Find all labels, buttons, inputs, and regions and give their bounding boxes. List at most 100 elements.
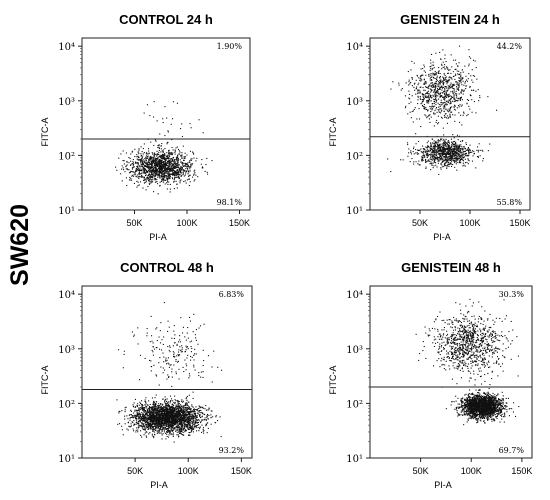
event-dot xyxy=(160,145,162,147)
event-dot xyxy=(452,159,454,161)
event-dot xyxy=(191,164,193,166)
event-dot xyxy=(182,401,184,403)
event-dot xyxy=(417,149,419,151)
event-dot xyxy=(118,157,120,159)
event-dot xyxy=(146,165,148,167)
event-dot xyxy=(150,155,152,157)
event-dot xyxy=(155,160,157,162)
event-dot xyxy=(137,403,139,405)
event-dot xyxy=(190,426,192,428)
event-dot xyxy=(455,157,457,159)
event-dot xyxy=(168,426,170,428)
event-dot xyxy=(438,82,440,84)
event-dot xyxy=(459,121,461,123)
event-dot xyxy=(455,59,457,61)
event-dot xyxy=(449,108,451,110)
event-dot xyxy=(145,418,147,420)
event-dot xyxy=(141,413,143,415)
event-dot xyxy=(456,83,458,85)
event-dot xyxy=(407,155,409,157)
event-dot xyxy=(193,180,195,182)
event-dot xyxy=(420,86,422,88)
event-dot xyxy=(159,185,161,187)
event-dot xyxy=(461,124,463,126)
event-dot xyxy=(200,163,202,165)
event-dot xyxy=(443,144,445,146)
event-dot xyxy=(404,107,406,109)
event-dot xyxy=(162,167,164,169)
event-dot xyxy=(145,401,147,403)
event-dot xyxy=(439,154,441,156)
event-dot xyxy=(444,140,446,142)
event-dot xyxy=(458,162,460,164)
event-dot xyxy=(159,408,161,410)
event-dot xyxy=(174,421,176,423)
event-dot xyxy=(165,428,167,430)
event-dot xyxy=(408,93,410,95)
event-dot xyxy=(179,418,181,420)
event-dot xyxy=(132,161,134,163)
event-dot xyxy=(142,159,144,161)
event-dot xyxy=(143,170,145,172)
event-dot xyxy=(170,173,172,175)
event-dot xyxy=(173,407,175,409)
event-dot xyxy=(188,412,190,414)
event-dot xyxy=(146,156,148,158)
event-dot xyxy=(428,102,430,104)
event-dot xyxy=(149,168,151,170)
event-dot xyxy=(426,102,428,104)
event-dot xyxy=(169,409,171,411)
event-dot xyxy=(151,435,153,437)
event-dot xyxy=(444,140,446,142)
event-dot xyxy=(172,416,174,418)
event-dot xyxy=(170,166,172,168)
event-dot xyxy=(169,426,171,428)
event-dot xyxy=(432,108,434,110)
event-dot xyxy=(439,158,441,160)
event-dot xyxy=(436,99,438,101)
event-dot xyxy=(135,170,137,172)
event-dot xyxy=(192,421,194,423)
event-dot xyxy=(422,155,424,157)
event-dot xyxy=(181,152,183,154)
event-dot xyxy=(461,158,463,160)
event-dot xyxy=(432,105,434,107)
event-dot xyxy=(150,163,152,165)
event-dot xyxy=(159,165,161,167)
event-dot xyxy=(160,151,162,153)
event-dot xyxy=(435,101,437,103)
event-dot xyxy=(454,148,456,150)
event-dot xyxy=(186,179,188,181)
event-dot xyxy=(422,74,424,76)
event-dot xyxy=(444,153,446,155)
event-dot xyxy=(174,171,176,173)
event-dot xyxy=(460,155,462,157)
event-dot xyxy=(185,411,187,413)
event-dot xyxy=(441,87,443,89)
event-dot xyxy=(455,90,457,92)
event-dot xyxy=(432,91,434,93)
event-dot xyxy=(142,420,144,422)
event-dot xyxy=(424,81,426,83)
event-dot xyxy=(148,161,150,163)
event-dot xyxy=(187,162,189,164)
event-dot xyxy=(425,158,427,160)
event-dot xyxy=(176,172,178,174)
event-dot xyxy=(164,153,166,155)
x-axis-label: PI-A xyxy=(433,232,451,242)
event-dot xyxy=(453,149,455,151)
event-dot xyxy=(156,428,158,430)
event-dot xyxy=(179,412,181,414)
event-dot xyxy=(163,167,165,169)
event-dot xyxy=(425,161,427,163)
event-dot xyxy=(155,421,157,423)
event-dot xyxy=(387,158,389,160)
event-dot xyxy=(174,395,176,397)
event-dot xyxy=(129,417,131,419)
event-dot xyxy=(154,416,156,418)
event-dot xyxy=(472,59,474,61)
event-dot xyxy=(440,85,442,87)
event-dot xyxy=(458,74,460,76)
event-dot xyxy=(462,114,464,116)
event-dot xyxy=(191,411,193,413)
